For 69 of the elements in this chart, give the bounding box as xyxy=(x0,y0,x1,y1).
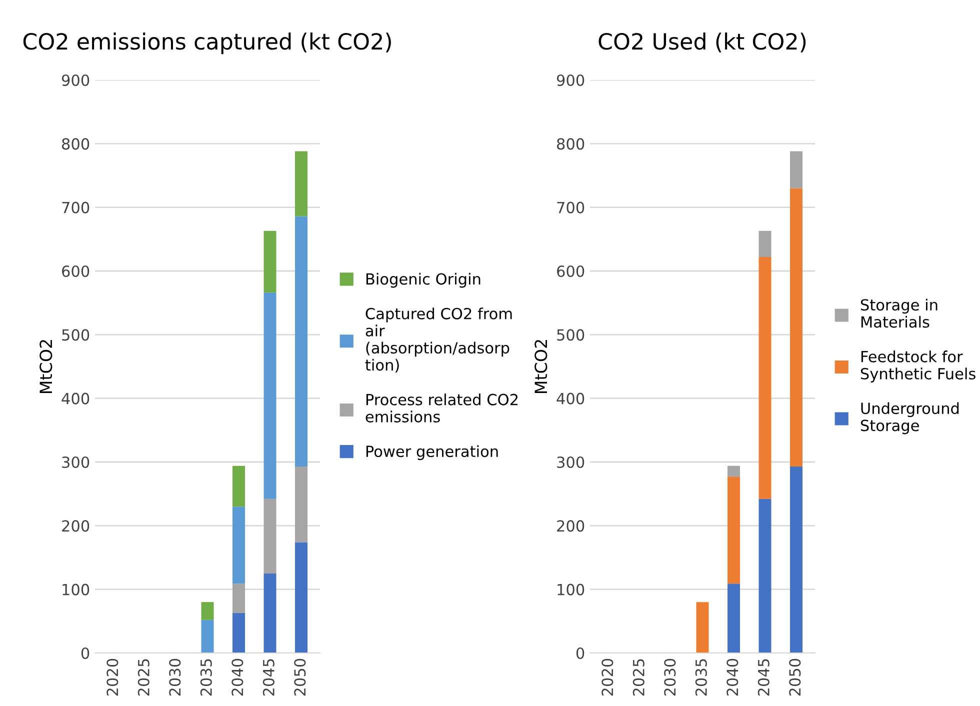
bar xyxy=(696,602,709,653)
bar xyxy=(790,151,802,188)
x-tick-label: 2035 xyxy=(200,659,212,696)
bar xyxy=(232,466,245,507)
bar xyxy=(728,584,740,653)
y-tick-label: 0 xyxy=(576,647,584,660)
legend-label: Power generation xyxy=(366,445,498,460)
y-tick-label: 100 xyxy=(558,584,584,596)
y-tick-label: 300 xyxy=(62,456,90,468)
x-tick-label: 2030 xyxy=(664,658,676,696)
y-tick-label: 300 xyxy=(557,456,584,468)
bar xyxy=(728,476,740,584)
chart-title: CO2 Used (kt CO2) xyxy=(598,32,806,52)
y-axis-title: MtCO2 xyxy=(40,340,52,394)
x-tick-label: 2050 xyxy=(789,658,801,696)
y-tick-label: 800 xyxy=(557,138,584,150)
y-tick-label: 0 xyxy=(81,647,90,660)
x-tick-label: 2050 xyxy=(294,658,306,696)
x-tick-label: 2020 xyxy=(602,658,614,696)
bar xyxy=(264,230,276,293)
x-tick-label: 2025 xyxy=(138,659,150,696)
bar xyxy=(295,151,308,216)
bar xyxy=(201,602,214,620)
bar xyxy=(758,256,772,499)
y-tick-label: 700 xyxy=(557,202,584,214)
legend-label: Feedstock for Synthetic Fuels xyxy=(860,350,976,382)
bar xyxy=(295,466,308,542)
y-tick-label: 900 xyxy=(556,74,584,86)
x-tick-label: 2035 xyxy=(695,659,707,696)
y-tick-label: 500 xyxy=(62,329,90,341)
bar xyxy=(232,612,245,653)
legend-label: Underground Storage xyxy=(860,402,959,434)
x-tick-label: 2045 xyxy=(262,659,274,696)
y-tick-label: 600 xyxy=(557,265,584,278)
x-tick-label: 2045 xyxy=(758,659,770,696)
bar xyxy=(201,620,214,653)
bar xyxy=(264,498,276,574)
legend-label: Storage in Materials xyxy=(860,298,938,328)
chart-title: CO2 emissions captured (kt CO2) xyxy=(23,32,391,54)
y-tick-label: 600 xyxy=(62,265,90,278)
legend-label: Captured CO2 from air (absorption/adsorp tion) xyxy=(365,308,512,373)
bar xyxy=(790,466,802,653)
y-tick-label: 100 xyxy=(62,584,90,596)
y-tick-label: 900 xyxy=(62,74,90,86)
bar xyxy=(728,466,740,477)
bar xyxy=(264,573,276,653)
x-tick-label: 2040 xyxy=(232,658,244,696)
bar xyxy=(264,292,276,499)
y-tick-label: 400 xyxy=(62,392,90,404)
y-tick-label: 200 xyxy=(557,520,584,532)
bar xyxy=(295,542,308,653)
x-tick-label: 2020 xyxy=(106,658,118,696)
y-axis-title: MtCO2 xyxy=(534,340,548,394)
y-tick-label: 800 xyxy=(62,138,90,150)
bar xyxy=(790,188,802,466)
y-tick-label: 400 xyxy=(556,392,584,404)
x-tick-label: 2040 xyxy=(726,658,738,696)
y-tick-label: 500 xyxy=(557,329,584,341)
x-tick-label: 2025 xyxy=(632,659,644,696)
bar xyxy=(758,230,772,257)
legend-label: Process related CO2 emissions xyxy=(366,394,518,422)
bar xyxy=(232,506,245,584)
legend-label: Biogenic Origin xyxy=(366,272,480,288)
x-tick-label: 2030 xyxy=(169,658,181,696)
bar xyxy=(232,584,245,613)
bar xyxy=(758,498,772,653)
y-tick-label: 200 xyxy=(62,520,90,532)
y-tick-label: 700 xyxy=(62,202,90,214)
bar xyxy=(295,216,308,466)
